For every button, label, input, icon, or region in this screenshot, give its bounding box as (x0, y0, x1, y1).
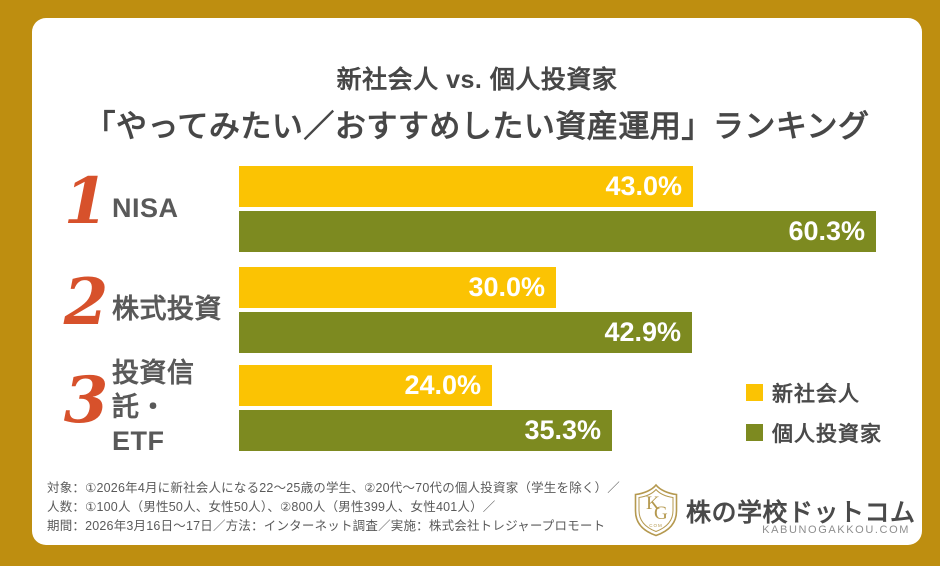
survey-notes: 対象：①2026年4月に新社会人になる22〜25歳の学生、②20代〜70代の個人… (47, 479, 620, 536)
crest-letter-k: K (646, 493, 660, 514)
bar-shinshakaijin: 24.0% (239, 365, 492, 406)
legend-swatch-olive (746, 424, 763, 441)
legend: 新社会人 個人投資家 (746, 380, 882, 460)
bar-kojintoshika: 60.3% (239, 211, 876, 252)
category-label-line1: 株式投資 (112, 294, 222, 325)
category-label: 株式投資 (112, 267, 238, 353)
bar-value-label: 60.3% (788, 216, 865, 246)
legend-item-kojintoshika: 個人投資家 (746, 420, 882, 446)
survey-note-period: 期間：2026年3月16日〜17日／方法：インターネット調査／実施：株式会社トレ… (47, 519, 606, 533)
logo-name: 株の学校ドットコム (686, 499, 916, 527)
title-mainline: 「やってみたい／おすすめしたい資産運用」ランキング (84, 109, 870, 144)
category-label: 投資信託・ ETF (112, 358, 238, 456)
kg-crest-icon: K G COM (634, 483, 678, 537)
survey-note-target: 対象：①2026年4月に新社会人になる22〜25歳の学生、②20代〜70代の個人… (47, 481, 620, 495)
category-label-line1: 投資信託・ (112, 358, 195, 423)
company-logo: K G COM 株の学校ドットコム KABUNOGAKKOU.COM (632, 480, 915, 540)
bar-kojintoshika: 42.9% (239, 312, 692, 353)
bar-kojintoshika: 35.3% (239, 410, 612, 451)
bar-value-label: 24.0% (404, 370, 481, 400)
category-label-line2: ETF (112, 425, 165, 456)
rank-number: 3 (63, 363, 109, 438)
bar-shinshakaijin: 43.0% (239, 166, 693, 207)
rank-row-kabushiki: 2 株式投資 30.0% 42.9% (32, 265, 922, 353)
category-label: NISA (112, 166, 238, 252)
rank-row-toshishintaku-etf: 3 投資信託・ ETF 24.0% 35.3% (32, 358, 922, 456)
legend-item-shinshakaijin: 新社会人 (746, 380, 882, 406)
legend-label: 新社会人 (772, 382, 860, 406)
logo-domain: KABUNOGAKKOU.COM (762, 524, 910, 536)
crest-sub-text: COM (649, 523, 663, 528)
chart-card: 新社会人 vs. 個人投資家 「やってみたい／おすすめしたい資産運用」ランキング… (32, 18, 922, 545)
bar-value-label: 42.9% (604, 317, 681, 347)
bar-value-label: 35.3% (524, 415, 601, 445)
legend-swatch-yellow (746, 384, 763, 401)
bar-value-label: 43.0% (605, 171, 682, 201)
rank-row-nisa: 1 NISA 43.0% 60.3% (32, 164, 922, 252)
bar-shinshakaijin: 30.0% (239, 267, 556, 308)
page-title: 新社会人 vs. 個人投資家 「やってみたい／おすすめしたい資産運用」ランキング (32, 60, 922, 146)
title-subline: 新社会人 vs. 個人投資家 (336, 66, 618, 94)
crest-letter-g: G (654, 503, 668, 524)
bar-value-label: 30.0% (468, 272, 545, 302)
category-label-line1: NISA (112, 193, 179, 224)
legend-label: 個人投資家 (772, 422, 882, 446)
rank-number: 2 (63, 265, 109, 340)
survey-note-count: 人数：①100人（男性50人、女性50人）、②800人（男性399人、女性401… (47, 500, 496, 514)
rank-number: 1 (63, 164, 109, 239)
